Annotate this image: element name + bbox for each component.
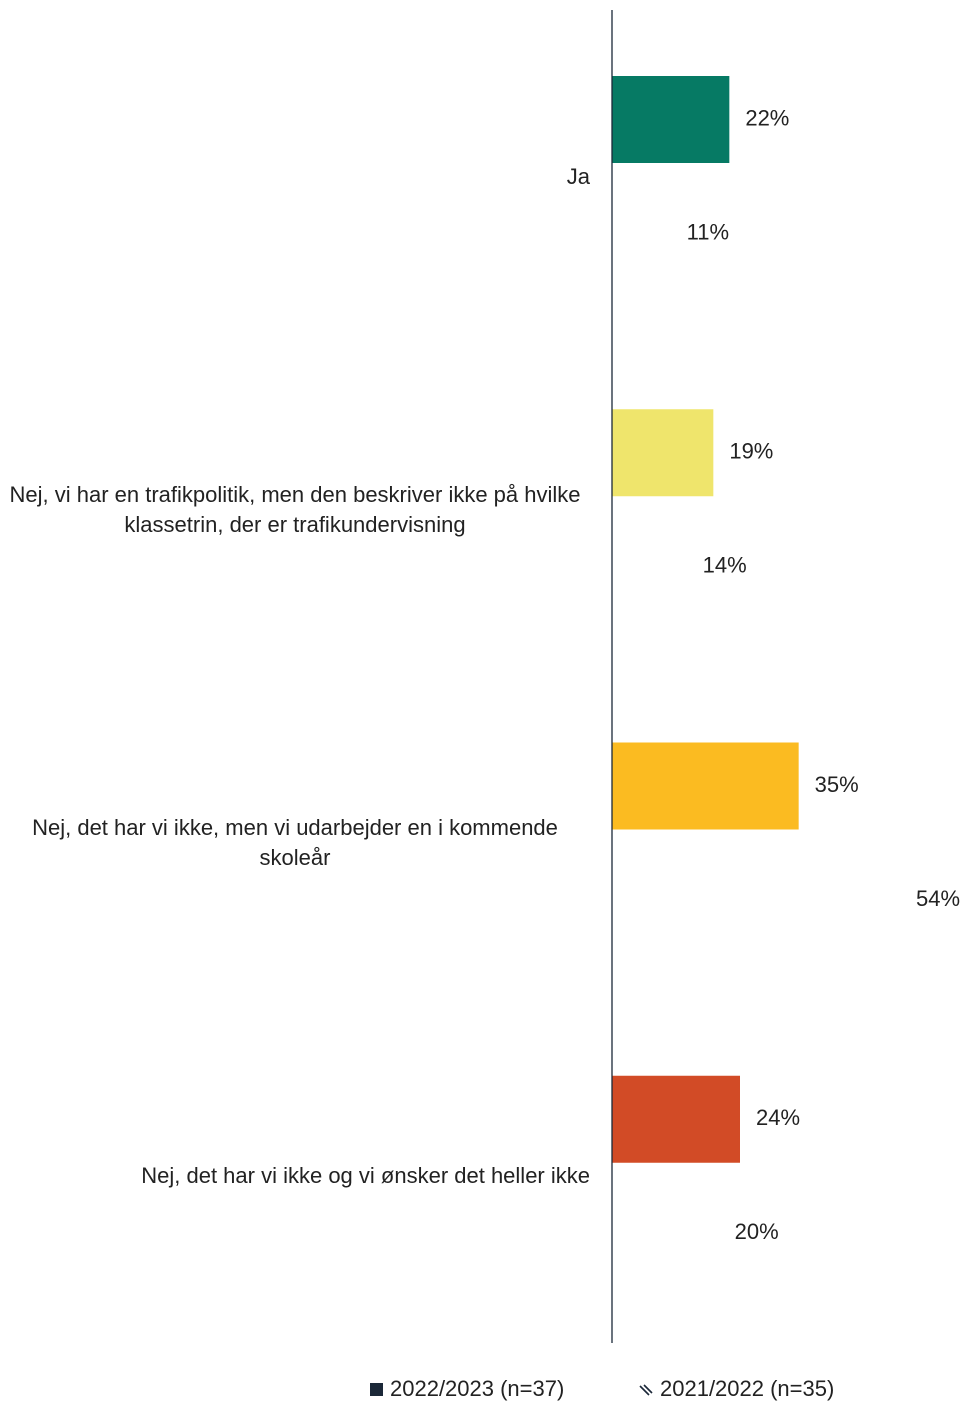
bar <box>612 1189 719 1277</box>
data-label: 19% <box>729 439 773 464</box>
data-label: 14% <box>703 553 747 578</box>
bar <box>612 409 714 497</box>
legend-label: 2021/2022 (n=35) <box>660 1376 834 1401</box>
category-label: Nej, vi har en trafikpolitik, men den be… <box>9 481 581 537</box>
data-label: 35% <box>815 772 859 797</box>
bar <box>612 523 687 611</box>
category-label: Ja <box>566 163 590 189</box>
data-label: 22% <box>745 105 789 130</box>
data-label: 24% <box>756 1105 800 1130</box>
legend-marker <box>370 1383 383 1396</box>
bar <box>612 190 671 277</box>
bar <box>612 76 730 163</box>
data-label: 20% <box>735 1219 779 1244</box>
legend-label: 2022/2023 (n=37) <box>390 1376 564 1401</box>
data-label: 54% <box>916 886 960 911</box>
bar <box>612 1075 740 1163</box>
data-label: 11% <box>687 219 729 244</box>
category-label: Nej, det har vi ikke, men vi udarbejder … <box>32 815 558 871</box>
legend-marker <box>639 1384 653 1396</box>
bar <box>612 742 799 830</box>
bar <box>612 856 900 944</box>
category-label: Nej, det har vi ikke og vi ønsker det he… <box>141 1163 590 1189</box>
